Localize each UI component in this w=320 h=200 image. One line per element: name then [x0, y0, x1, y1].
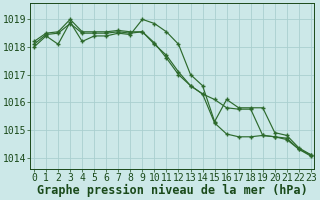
X-axis label: Graphe pression niveau de la mer (hPa): Graphe pression niveau de la mer (hPa)	[37, 184, 308, 197]
